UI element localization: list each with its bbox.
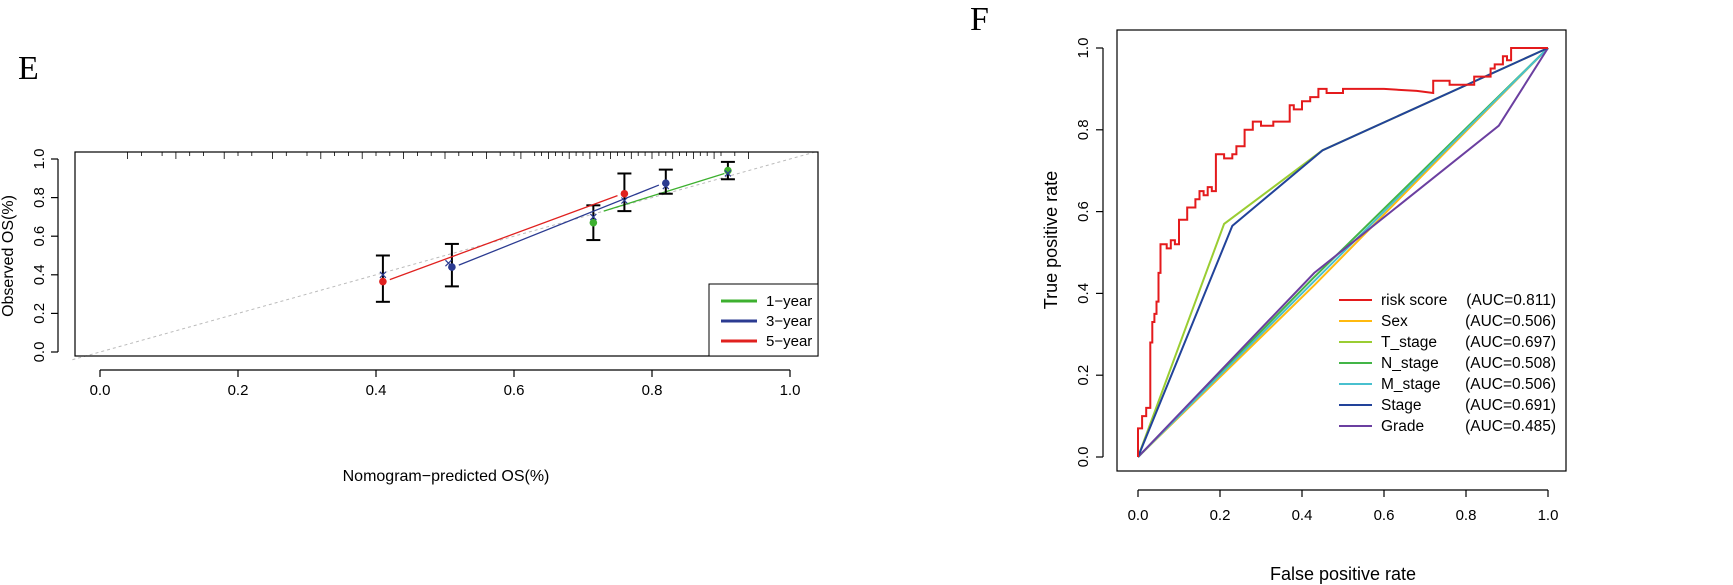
y-tick-label: 0.8: [1075, 119, 1092, 140]
calibration-plot: E 0.0 0.2 0.4 0.6 0.8 1.0 0.0 0.2 0.4 0.6 0.8 1.0 N…: [0, 50, 819, 485]
legend-auc: (AUC=0.691): [1465, 397, 1556, 414]
legend-name: Grade: [1381, 418, 1424, 435]
x-tick-label: 0.6: [504, 382, 525, 399]
observed-marker: [662, 182, 670, 190]
roc-marks: 0.0 0.2 0.4 0.6 0.8 1.0 0.0 0.2 0.4 0.6 0.8 1.0: [1075, 29, 1567, 524]
panel-label-f: F: [970, 1, 989, 38]
y-tick-label: 0.2: [31, 303, 48, 324]
calibration-line: [389, 195, 618, 281]
f-y-axis-title: True positive rate: [1041, 171, 1061, 309]
y-tick-label: 0.0: [31, 342, 48, 363]
roc-curve-grade: [1137, 47, 1549, 458]
legend-label: 1−year: [766, 293, 812, 310]
y-tick-label: 1.0: [1075, 38, 1092, 59]
observed-marker: [589, 213, 597, 221]
reference-diagonal: [72, 150, 818, 361]
y-tick-label: 0.4: [1075, 283, 1092, 304]
y-tick-label: 0.2: [1075, 365, 1092, 386]
y-tick-label: 0.6: [31, 226, 48, 247]
legend-auc: (AUC=0.506): [1465, 313, 1556, 330]
x-tick-label: 0.2: [1210, 507, 1231, 524]
observed-marker: [445, 259, 452, 267]
panel-label-e: E: [18, 50, 39, 87]
f-legend: risk score (AUC=0.811) Sex (AUC=0.506) T_sta…: [1339, 292, 1556, 435]
calibration-point: [620, 189, 629, 198]
legend-name: risk score: [1381, 292, 1447, 309]
y-tick-label: 0.6: [1075, 201, 1092, 222]
x-tick-label: 1.0: [780, 382, 801, 399]
x-tick-label: 1.0: [1538, 507, 1559, 524]
roc-curve-m-stage: [1137, 47, 1549, 458]
plot-frame: [74, 151, 819, 357]
observed-marker: [379, 271, 387, 279]
roc-curve-stage: [1137, 47, 1549, 458]
observed-marker: [620, 197, 628, 204]
x-tick-label: 0.8: [1456, 507, 1477, 524]
legend-auc: (AUC=0.811): [1466, 292, 1556, 309]
legend-auc: (AUC=0.508): [1465, 355, 1556, 372]
legend-name: Sex: [1381, 313, 1408, 330]
x-tick-label: 0.6: [1374, 507, 1395, 524]
calibration-marks: 0.0 0.2 0.4 0.6 0.8 1.0 0.0 0.2 0.4 0.6 0.8 1.0: [31, 149, 819, 399]
x-tick-label: 0.0: [90, 382, 111, 399]
legend-label: 5−year: [766, 333, 812, 350]
legend-auc: (AUC=0.485): [1465, 418, 1556, 435]
legend-label: 3−year: [766, 313, 812, 330]
calibration-point: [379, 277, 387, 286]
calibration-point: [589, 218, 598, 227]
y-tick-label: 0.0: [1075, 447, 1092, 468]
x-tick-label: 0.4: [1292, 507, 1313, 524]
y-tick-label: 1.0: [31, 149, 48, 170]
plot-frame: [1116, 29, 1567, 472]
f-x-axis-title: False positive rate: [1270, 564, 1416, 584]
legend-auc: (AUC=0.697): [1465, 334, 1556, 351]
legend-name: Stage: [1381, 397, 1422, 414]
y-tick-label: 0.4: [31, 264, 48, 285]
observed-marker: [724, 170, 732, 177]
calibration-point: [662, 179, 670, 187]
x-tick-label: 0.2: [228, 382, 249, 399]
legend-name: T_stage: [1381, 334, 1437, 351]
roc-curve-risk-score: [1137, 47, 1548, 457]
calibration-line: [458, 184, 660, 266]
roc-plot: F 0.0 0.2 0.4 0.6 0.8 1.0 0.0 0.2 0.4 0.6 0.8 1.0 F…: [970, 1, 1567, 584]
legend-auc: (AUC=0.506): [1465, 376, 1556, 393]
e-x-axis-title: Nomogram−predicted OS(%): [343, 468, 550, 485]
x-tick-label: 0.8: [642, 382, 663, 399]
e-y-axis-title: Observed OS(%): [0, 195, 17, 317]
x-tick-label: 0.0: [1128, 507, 1149, 524]
y-tick-label: 0.8: [31, 187, 48, 208]
x-tick-label: 0.4: [366, 382, 387, 399]
e-legend: 1−year 3−year 5−year: [708, 283, 819, 357]
calibration-point: [724, 166, 732, 175]
legend-name: M_stage: [1381, 376, 1440, 393]
legend-name: N_stage: [1381, 355, 1439, 372]
